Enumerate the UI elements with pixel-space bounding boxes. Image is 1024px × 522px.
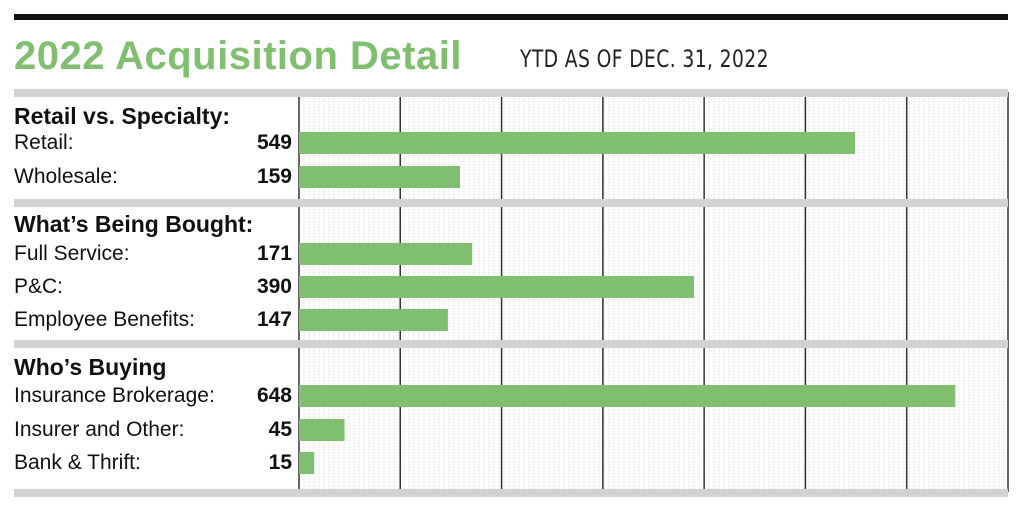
- category-label: Full Service:: [14, 242, 130, 265]
- bar: [299, 309, 448, 331]
- bar: [299, 243, 473, 265]
- group-header: Retail vs. Specialty:: [14, 103, 231, 129]
- value-label: 159: [256, 165, 292, 188]
- chart-title: 2022 Acquisition Detail: [14, 34, 462, 78]
- category-label: Wholesale:: [14, 165, 118, 188]
- category-label: Employee Benefits:: [14, 308, 195, 331]
- value-label: 648: [256, 384, 292, 407]
- bar: [299, 452, 315, 474]
- group-header: What’s Being Bought:: [14, 211, 254, 237]
- section-separator: [14, 489, 1008, 497]
- bar: [299, 385, 956, 407]
- bar: [299, 166, 461, 188]
- section-separator: [14, 199, 1008, 207]
- section-separator: [14, 89, 1008, 97]
- chart-subtitle: YTD AS OF DEC. 31, 2022: [520, 45, 769, 73]
- category-label: Retail:: [14, 131, 74, 154]
- value-label: 45: [268, 418, 292, 441]
- category-label: Bank & Thrift:: [14, 451, 141, 474]
- value-label: 549: [256, 131, 292, 154]
- bar: [299, 276, 695, 298]
- section-separator: [14, 340, 1008, 348]
- value-label: 171: [256, 242, 292, 265]
- value-label: 15: [268, 451, 292, 474]
- top-rule: [14, 14, 1008, 20]
- group-header: Who’s Buying: [14, 354, 167, 380]
- bar: [299, 419, 345, 441]
- category-label: P&C:: [14, 275, 64, 298]
- category-label: Insurance Brokerage:: [14, 384, 215, 407]
- value-label: 390: [256, 275, 292, 298]
- category-label: Insurer and Other:: [14, 418, 185, 441]
- value-label: 147: [256, 308, 292, 331]
- bar: [299, 132, 856, 154]
